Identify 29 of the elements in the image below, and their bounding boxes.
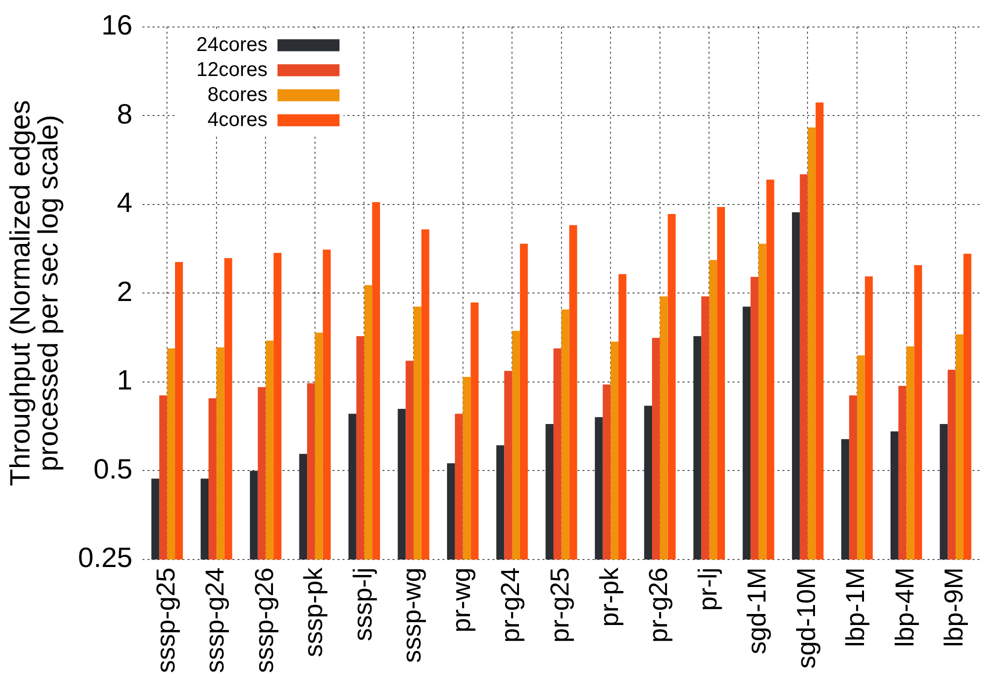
x-tick-label: sssp-g25 xyxy=(150,568,180,673)
x-tick-label: sssp-lj xyxy=(347,568,378,642)
x-tick-label: sssp-g26 xyxy=(248,568,279,673)
x-tick-label: lbp-4M xyxy=(889,568,920,647)
legend-label: 4cores xyxy=(207,108,268,131)
x-tick-label: sgd-1M xyxy=(742,568,772,654)
x-tick-label: pr-g25 xyxy=(544,568,575,643)
y-tick-label: 16 xyxy=(101,10,132,41)
x-tick-label: pr-g24 xyxy=(495,568,526,643)
legend-label: 12cores xyxy=(196,58,268,81)
y-tick-label: 0.25 xyxy=(78,542,132,574)
x-tick-label: pr-wg xyxy=(446,568,476,633)
x-tick-label: pr-lj xyxy=(692,568,722,611)
x-tick-label: lbp-1M xyxy=(840,568,870,647)
y-tick-label: 0.5 xyxy=(94,453,132,484)
y-tick-label: 4 xyxy=(116,187,132,218)
y-tick-label: 1 xyxy=(116,364,132,396)
legend-label: 8cores xyxy=(207,84,268,106)
y-tick-label: 8 xyxy=(116,98,132,130)
x-tick-label: sgd-10M xyxy=(790,568,821,669)
x-tick-label: sssp-wg xyxy=(396,568,427,663)
x-tick-label: lbp-9M xyxy=(938,568,969,647)
legend-label: 24cores xyxy=(196,34,268,56)
y-tick-label: 2 xyxy=(116,276,132,307)
x-tick-label: pr-pk xyxy=(594,566,624,627)
x-tick-label: pr-g26 xyxy=(643,568,674,643)
x-tick-label: sssp-pk xyxy=(298,566,328,658)
x-tick-label: sssp-g24 xyxy=(200,568,230,673)
y-axis-title: Throughput (Normalized edges processed per sec log scale) xyxy=(4,100,64,486)
